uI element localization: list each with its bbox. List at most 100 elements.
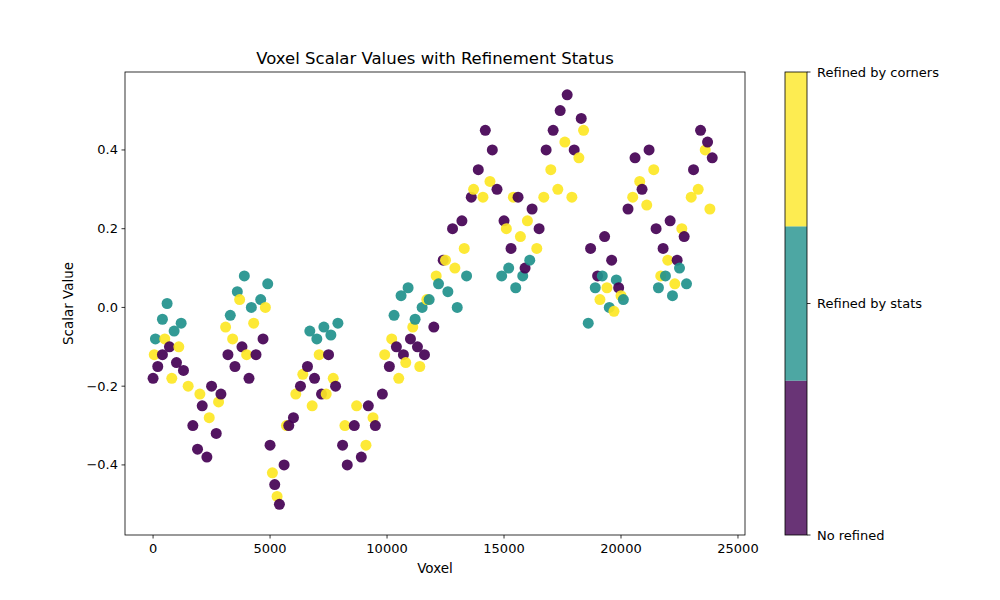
point [356,452,367,463]
point [360,440,371,451]
point [630,152,641,163]
point [461,270,472,281]
point [653,282,664,293]
point [704,204,715,215]
x-tick [153,535,154,539]
colorbar-tick [807,72,811,73]
point [527,204,538,215]
point [414,361,425,372]
point [192,444,203,455]
point [447,223,458,234]
point [667,290,678,301]
point [665,215,676,226]
point [239,270,250,281]
point [187,420,198,431]
colorbar-tick [807,303,811,304]
y-axis-label: Scalar Value [60,262,76,345]
point [702,137,713,148]
point [314,349,325,360]
point [538,192,549,203]
point [506,243,517,254]
point [501,223,512,234]
y-tick-label: −0.2 [86,379,118,394]
point [157,314,168,325]
point [552,184,563,195]
point [260,302,271,313]
point [669,278,680,289]
point [321,389,332,400]
point [644,144,655,155]
point [487,144,498,155]
point [548,125,559,136]
point [531,243,542,254]
point [220,322,231,333]
point [148,373,159,384]
point [311,333,322,344]
point [480,125,491,136]
colorbar-label: Refined by corners [817,65,939,80]
colorbar-label: No refined [817,528,885,543]
point [377,389,388,400]
point [222,349,233,360]
point [419,349,430,360]
plot-frame [125,72,745,535]
point [176,318,187,329]
point [573,152,584,163]
point [339,420,350,431]
point [204,412,215,423]
point [679,231,690,242]
point [662,255,673,266]
point [555,105,566,116]
point [342,459,353,470]
point [566,192,577,203]
point [201,452,212,463]
point [515,231,526,242]
x-tick-label: 0 [149,541,157,556]
point [651,223,662,234]
point [206,381,217,392]
point [623,204,634,215]
point [424,294,435,305]
point [330,381,341,392]
point [194,389,205,400]
point [583,318,594,329]
point [658,243,669,254]
y-tick [122,228,126,229]
colorbar-frame [785,72,807,535]
point [363,400,374,411]
point [522,215,533,226]
point [433,278,444,289]
x-tick-label: 25000 [717,541,758,556]
point [178,365,189,376]
point [389,310,400,321]
point [337,440,348,451]
point [400,357,411,368]
point [541,144,552,155]
x-axis-label: Voxel [417,560,453,576]
point [468,184,479,195]
point [627,192,638,203]
y-tick-label: −0.4 [86,457,118,472]
x-tick [387,535,388,539]
point [524,255,535,266]
x-tick [270,535,271,539]
y-tick [122,307,126,308]
y-tick-label: 0.4 [97,142,118,157]
x-tick-label: 10000 [366,541,407,556]
y-tick-label: 0.2 [97,221,118,236]
point [618,294,629,305]
point [302,361,313,372]
colorbar-bin [785,226,807,380]
point [599,231,610,242]
point [197,400,208,411]
point [707,152,718,163]
point [597,270,608,281]
chart: Voxel Scalar Values with Refinement Stat… [0,0,1000,600]
point [585,243,596,254]
point [227,333,238,344]
point [594,294,605,305]
colorbar-range [785,72,786,535]
colorbar-label: Refined by stats [817,296,922,311]
point [503,263,514,274]
x-tick [737,535,738,539]
